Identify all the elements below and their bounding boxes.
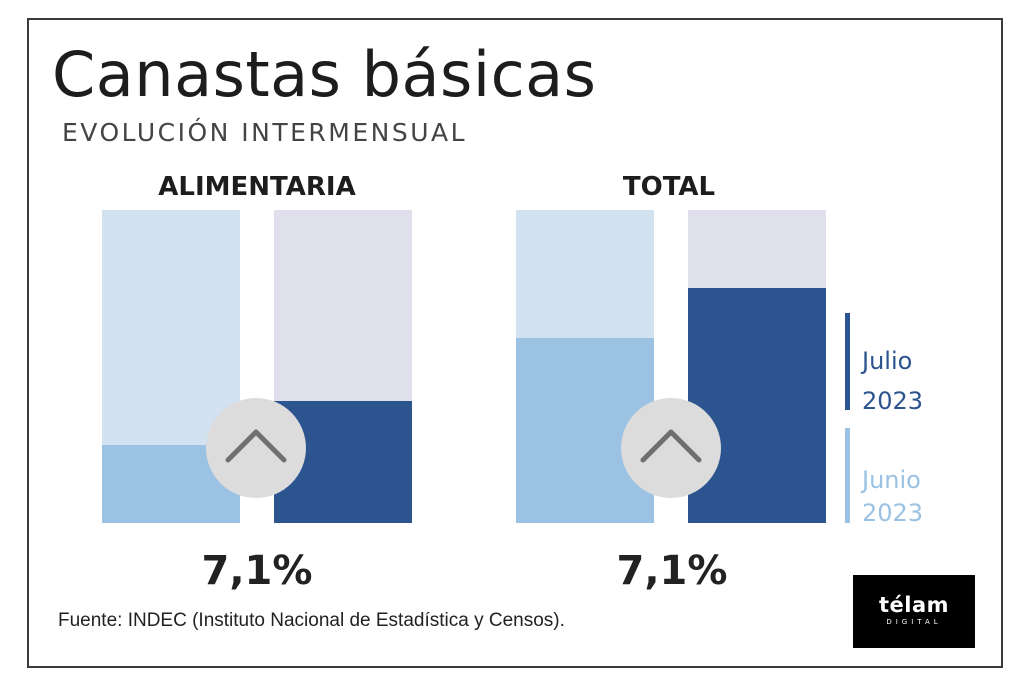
legend-label-julio-year: 2023 — [862, 387, 924, 415]
chevron-up-icon — [621, 398, 721, 498]
change-value-0: 7,1% — [201, 548, 313, 594]
legend-label-junio-year: 2023 — [862, 499, 924, 527]
legend-label-junio-month: Junio — [862, 466, 921, 494]
panel-title-1: TOTAL — [622, 172, 716, 202]
legend-line-junio — [845, 428, 850, 523]
legend-line-julio — [845, 313, 850, 410]
telam-logo: télam DIGITAL — [853, 575, 975, 648]
chevron-up-icon — [206, 398, 306, 498]
panel-title-0: ALIMENTARIA — [158, 172, 356, 202]
logo-text: télam — [878, 593, 950, 617]
logo-subtext: DIGITAL — [886, 618, 942, 626]
page-subtitle: EVOLUCIÓN INTERMENSUAL — [62, 118, 468, 147]
bar-1-1 — [688, 288, 826, 523]
legend-label-julio-month: Julio — [862, 347, 913, 375]
source-note: Fuente: INDEC (Instituto Nacional de Est… — [58, 610, 565, 631]
page-title: Canastas básicas — [52, 38, 597, 111]
change-value-1: 7,1% — [616, 548, 728, 594]
